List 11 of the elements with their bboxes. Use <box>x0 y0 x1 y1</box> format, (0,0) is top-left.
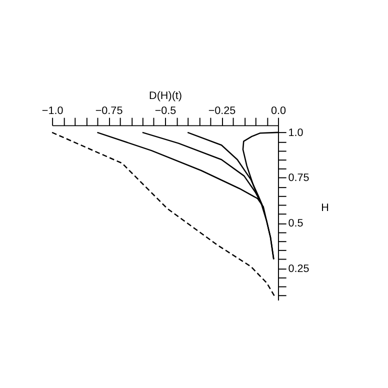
x-tick-label: −0.5 <box>154 104 176 117</box>
y-tick-label: 0.5 <box>288 217 304 230</box>
x-tick-label: −1.0 <box>42 104 64 117</box>
x-tick-label: 0.0 <box>270 104 286 117</box>
y-tick-label: 1.0 <box>288 126 304 139</box>
y-tick-label: 0.25 <box>288 262 310 275</box>
x-axis-title: D(H)(t) <box>149 90 182 102</box>
y-axis-title: H <box>321 202 329 214</box>
x-tick-label: −0.25 <box>208 104 236 117</box>
y-tick-label: 0.75 <box>288 172 310 184</box>
x-tick-label: −0.75 <box>95 104 123 117</box>
